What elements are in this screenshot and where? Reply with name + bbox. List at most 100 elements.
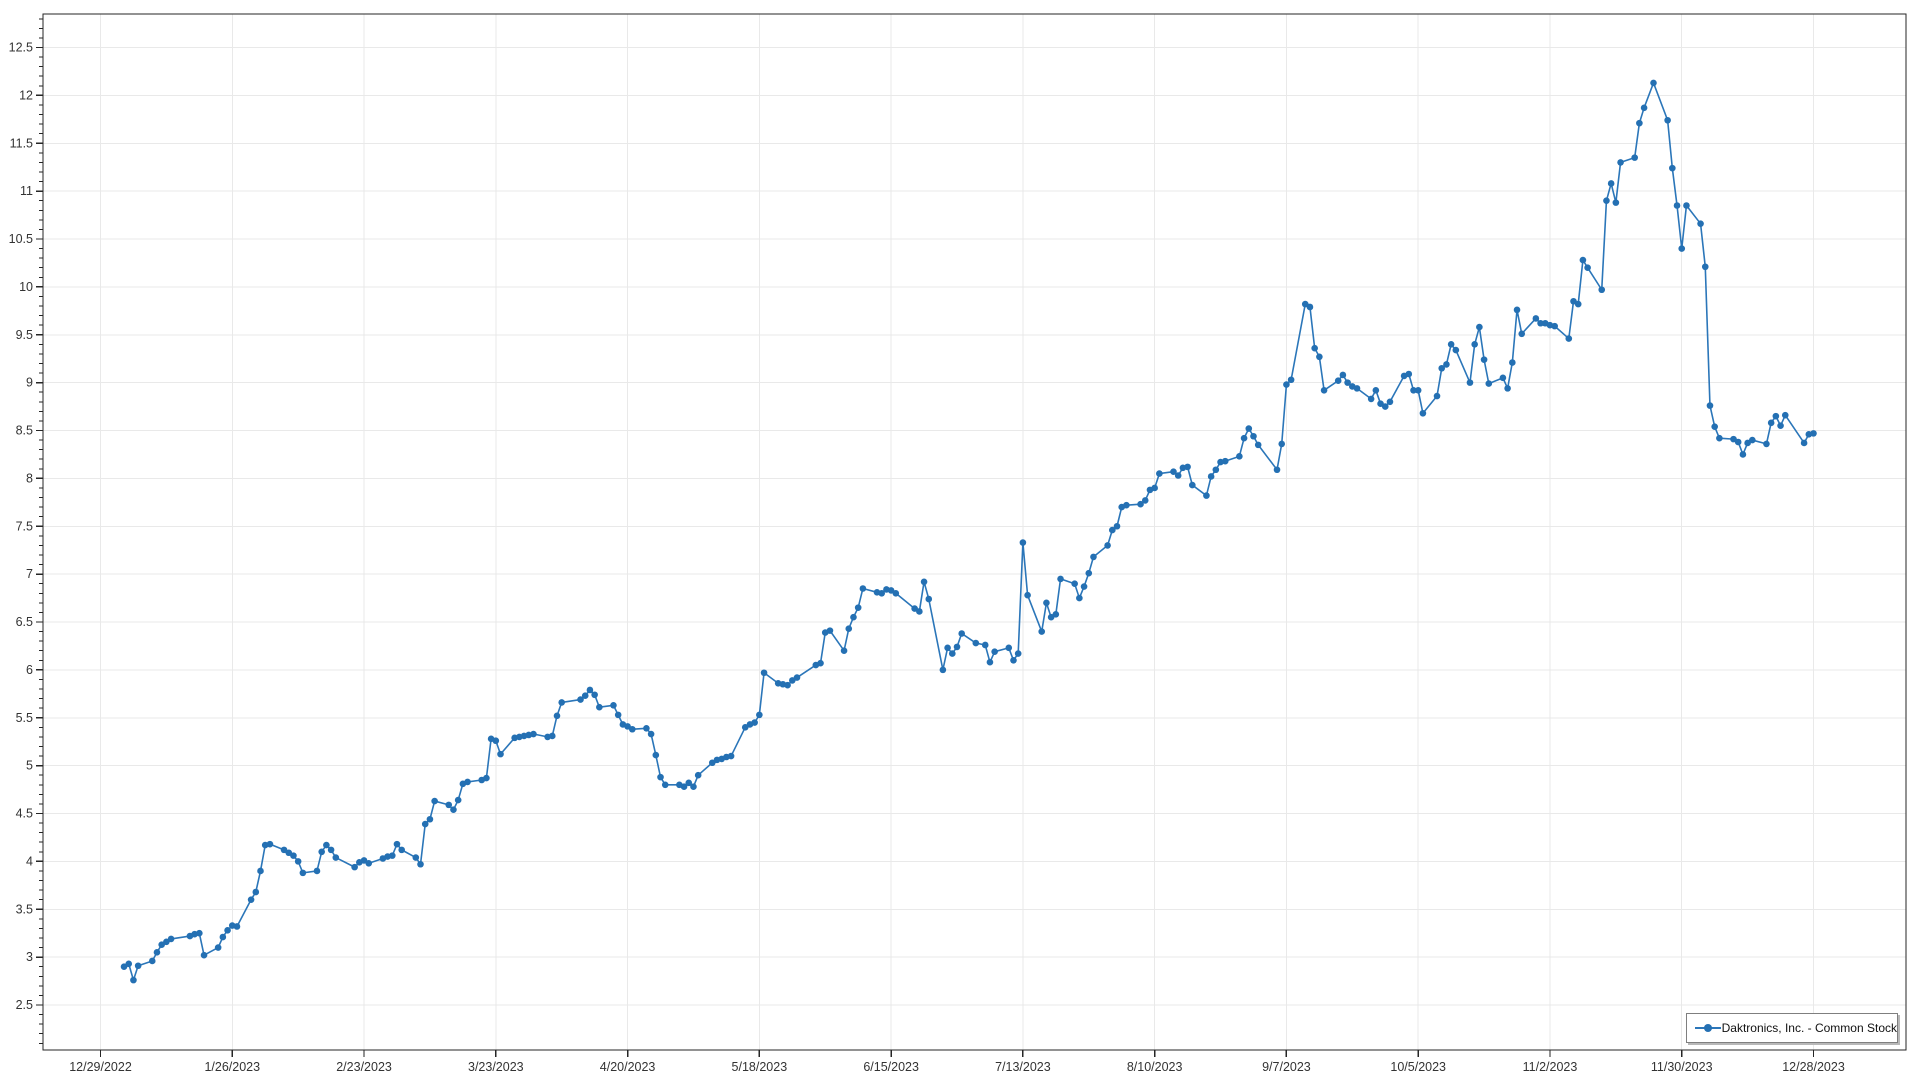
y-tick-label: 4 (26, 854, 33, 868)
data-point (690, 783, 697, 790)
data-point (445, 801, 453, 809)
data-point (153, 949, 161, 956)
y-tick-label: 10 (19, 280, 33, 294)
data-point (313, 867, 321, 875)
data-point (850, 613, 857, 621)
data-point (1189, 481, 1196, 489)
y-tick-label: 3 (26, 950, 33, 964)
data-point (1057, 575, 1064, 583)
y-tick-label: 11 (20, 184, 33, 198)
x-tick-label: 7/13/2023 (995, 1060, 1051, 1074)
data-point (1673, 202, 1681, 209)
data-point (1650, 79, 1657, 87)
data-point (1250, 432, 1257, 440)
data-point (1141, 497, 1149, 504)
x-tick-label: 5/18/2023 (732, 1060, 788, 1074)
y-tick-label: 12 (19, 88, 33, 102)
data-point (685, 779, 693, 787)
data-point (553, 712, 561, 720)
x-tick-label: 11/2/2023 (1523, 1060, 1578, 1074)
x-tick-label: 10/5/2023 (1390, 1060, 1446, 1074)
data-point (290, 852, 297, 859)
data-point (1353, 385, 1361, 392)
data-point (652, 751, 660, 759)
data-point (1443, 361, 1450, 368)
data-point (219, 933, 227, 941)
data-point (751, 719, 758, 726)
data-point (826, 627, 834, 634)
data-point (1781, 411, 1789, 419)
data-point (1579, 256, 1587, 264)
data-point (972, 639, 980, 647)
data-point (1334, 377, 1342, 385)
data-point (1447, 341, 1455, 348)
data-point (1452, 346, 1460, 354)
data-point (450, 806, 457, 813)
data-point (1410, 386, 1417, 394)
data-point (657, 773, 664, 781)
data-point (1076, 594, 1083, 602)
y-tick-label: 11.5 (10, 136, 33, 150)
data-point (1367, 395, 1375, 403)
data-point (1306, 303, 1314, 311)
data-point (1071, 580, 1078, 587)
data-point (412, 854, 420, 861)
data-point (1109, 526, 1116, 534)
data-point (1518, 330, 1526, 338)
data-point (1320, 386, 1328, 394)
data-point (266, 840, 274, 848)
data-point (1476, 323, 1483, 331)
data-point (247, 896, 255, 903)
data-point (1043, 599, 1050, 607)
data-point (1499, 374, 1507, 382)
data-point (1697, 220, 1704, 227)
data-point (1480, 356, 1488, 363)
data-point (1080, 583, 1088, 590)
y-tick-label: 8.5 (16, 424, 33, 438)
data-point (1678, 245, 1686, 252)
data-point (1386, 398, 1394, 406)
data-point (196, 929, 203, 937)
data-point (464, 778, 471, 786)
plot-area[interactable] (42, 13, 1907, 1051)
data-point (1240, 434, 1248, 442)
data-point (647, 730, 655, 738)
data-point (1800, 439, 1808, 447)
data-point (1716, 434, 1723, 442)
y-tick-label: 7 (26, 567, 33, 581)
data-point (581, 692, 589, 700)
data-point (878, 589, 886, 597)
data-point (845, 625, 853, 633)
data-point (134, 962, 142, 970)
data-point (586, 686, 594, 694)
data-point (1767, 419, 1775, 427)
data-point (1344, 379, 1351, 386)
data-point (1612, 199, 1620, 206)
y-tick-label: 6.5 (16, 615, 33, 629)
data-point (854, 604, 862, 611)
data-point (1203, 492, 1210, 499)
data-point (1113, 522, 1121, 530)
data-point (953, 643, 961, 651)
y-tick-label: 7.5 (16, 519, 33, 533)
y-tick-label: 3.5 (16, 902, 33, 916)
data-point (694, 771, 702, 779)
data-point (1433, 392, 1441, 400)
legend-series-label: Daktronics, Inc. - Common Stock (1721, 1021, 1897, 1035)
legend[interactable]: Daktronics, Inc. - Common Stock (1686, 1013, 1898, 1043)
data-point (125, 960, 133, 968)
data-point (224, 927, 231, 934)
x-tick-label: 12/29/2022 (69, 1060, 132, 1074)
data-point (944, 644, 951, 652)
data-point (596, 703, 603, 711)
data-point (1617, 159, 1624, 166)
data-point (148, 957, 156, 965)
data-point (1236, 453, 1243, 460)
data-point (1273, 466, 1281, 474)
data-point (351, 863, 358, 871)
data-point (483, 774, 490, 782)
data-point (760, 669, 768, 677)
data-point (1278, 440, 1286, 448)
